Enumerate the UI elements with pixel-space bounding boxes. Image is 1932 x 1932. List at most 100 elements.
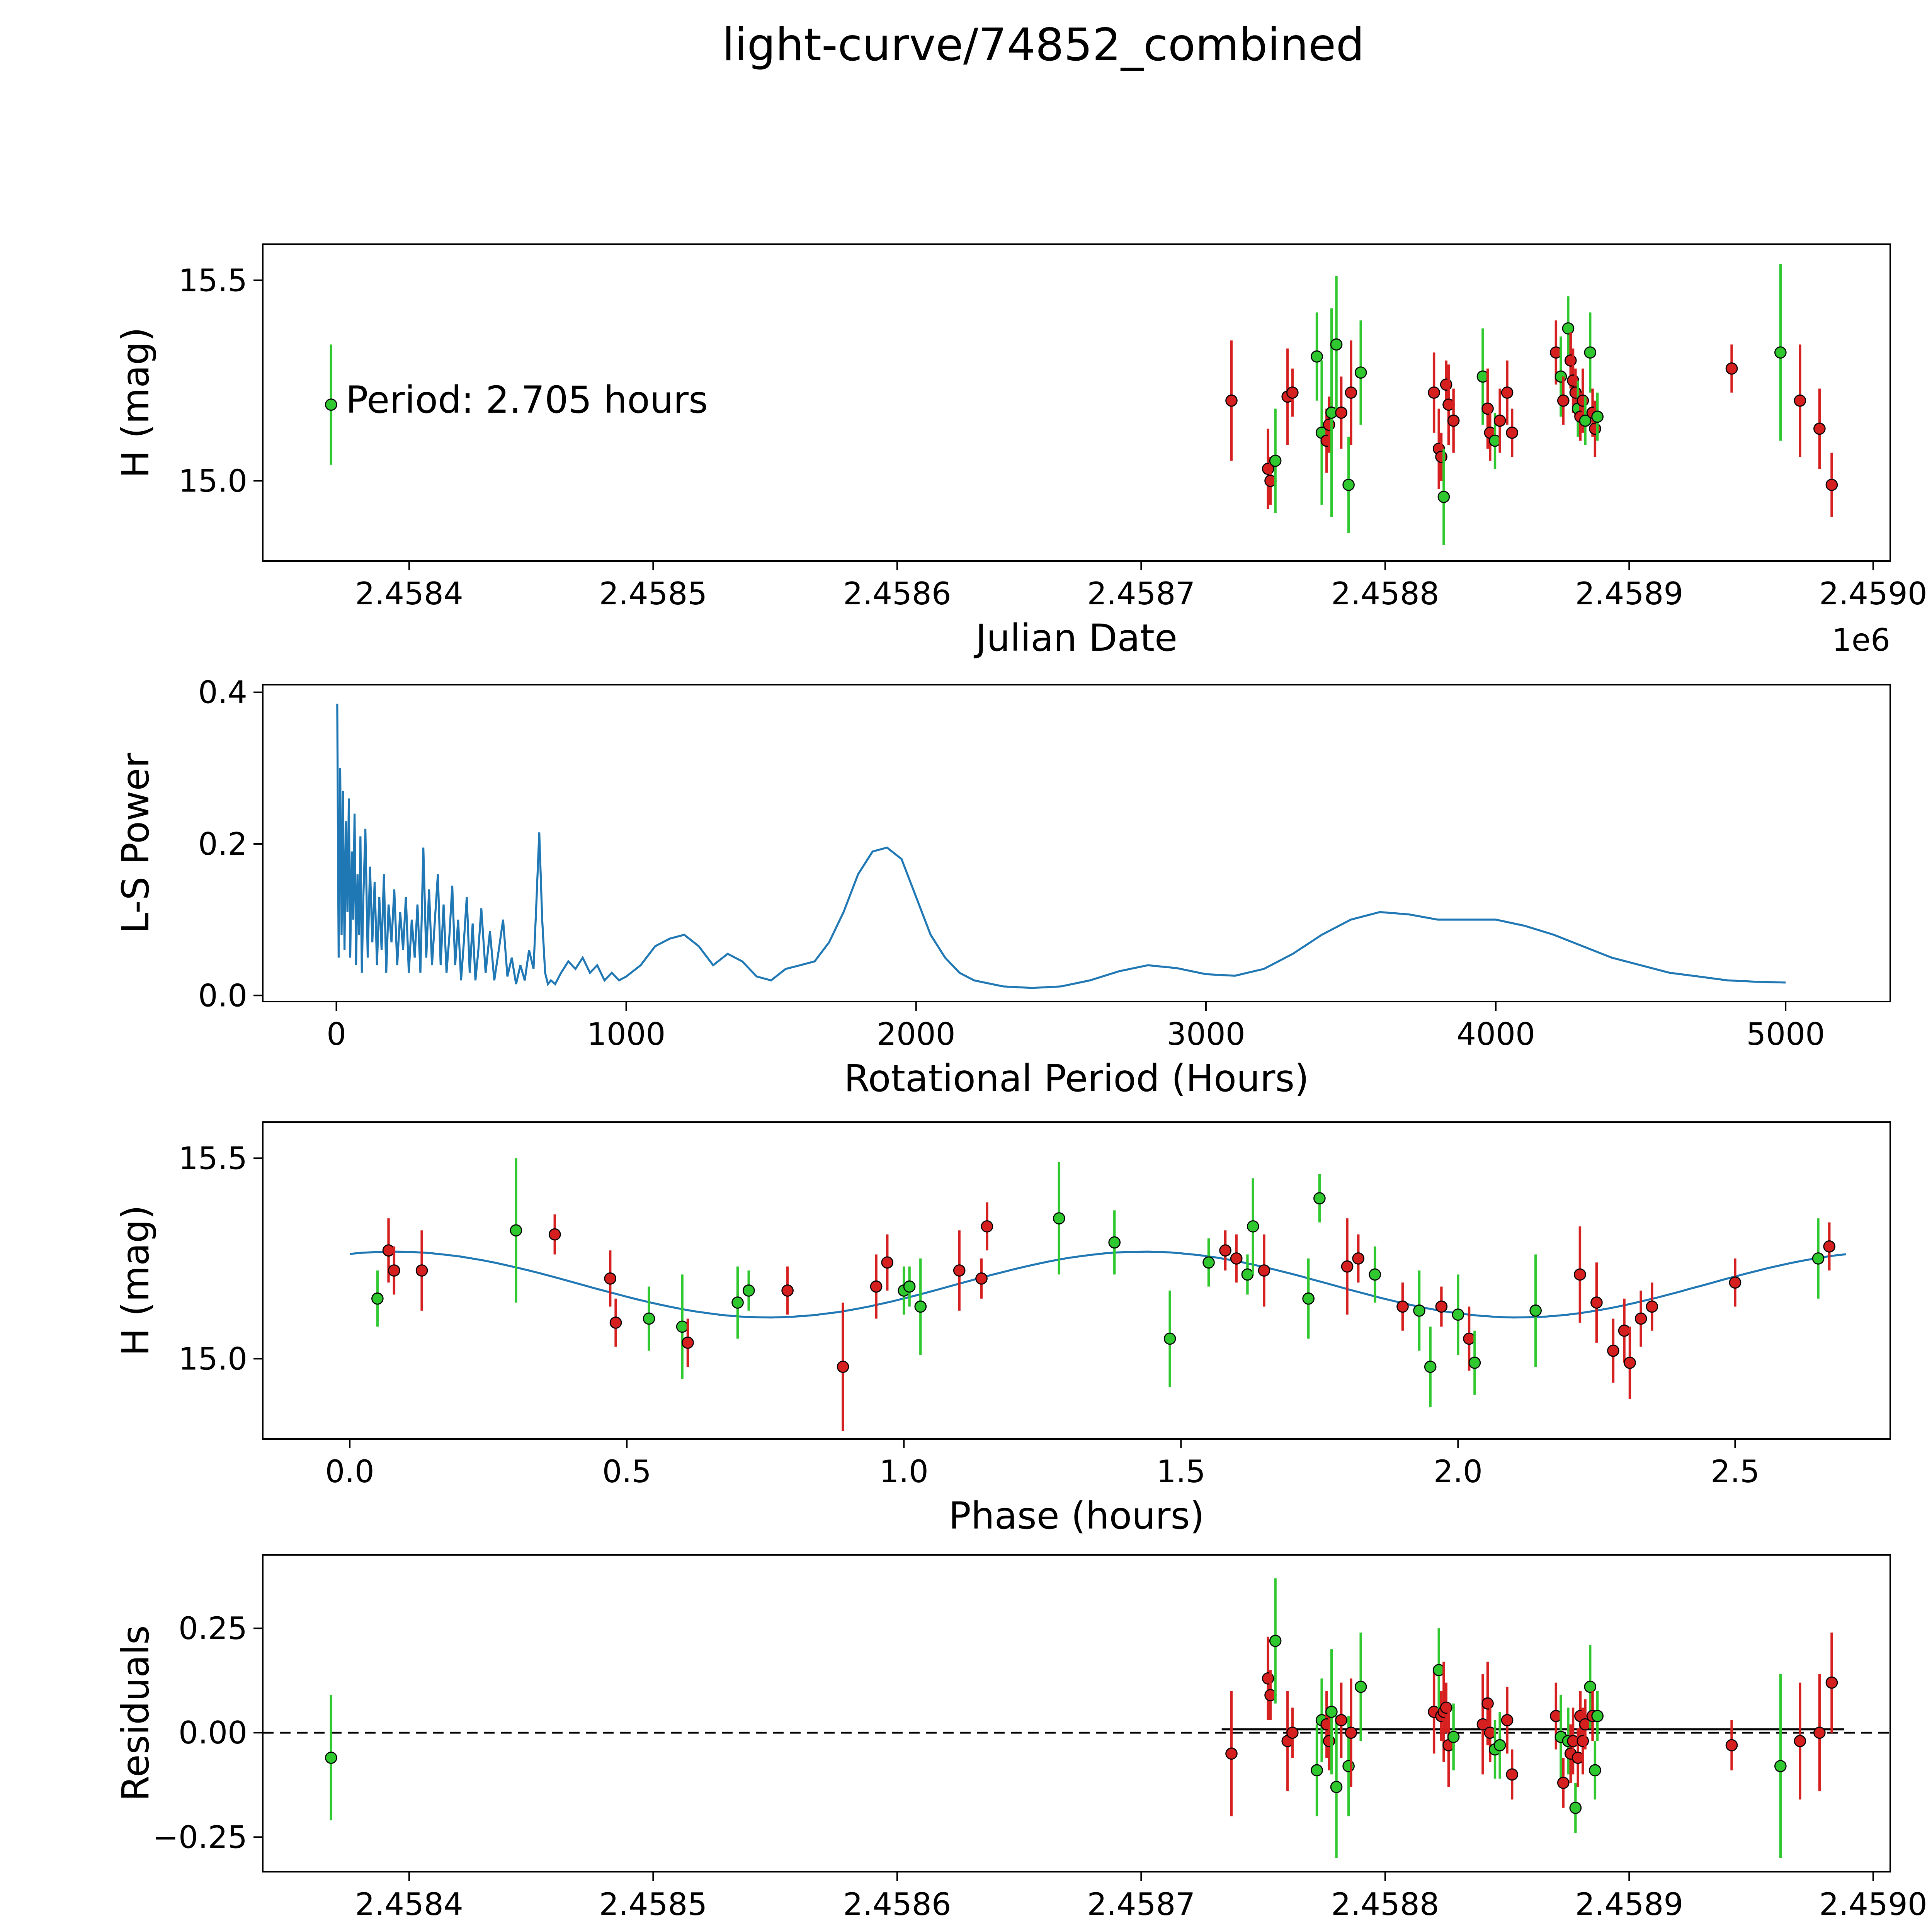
data-point: [914, 1300, 927, 1313]
data-point: [1447, 1731, 1460, 1743]
data-point: [1241, 1268, 1254, 1281]
data-point: [1286, 386, 1299, 399]
x-tick-label: 2000: [877, 1016, 956, 1052]
y-tick-label: 0.2: [198, 826, 247, 862]
data-point: [731, 1296, 744, 1309]
y-tick-label: 15.0: [179, 1341, 247, 1377]
data-point: [881, 1256, 894, 1269]
data-point: [548, 1228, 561, 1241]
y-axis-label: H (mag): [114, 327, 157, 478]
data-point: [1323, 418, 1335, 431]
x-axis-label: Julian Date: [974, 616, 1177, 660]
data-point: [325, 1752, 337, 1764]
data-point: [1506, 1768, 1518, 1781]
x-tick-label: 2.4584: [355, 1886, 463, 1922]
data-point: [1352, 1252, 1365, 1265]
data-point: [1342, 478, 1355, 491]
x-tick-label: 2.4585: [599, 1886, 707, 1922]
data-point: [1452, 1308, 1464, 1321]
data-point: [1354, 1680, 1367, 1693]
data-point: [325, 398, 337, 411]
data-point: [1342, 1760, 1355, 1772]
data-point: [643, 1312, 655, 1325]
data-point: [415, 1264, 428, 1277]
data-point: [1323, 1735, 1335, 1747]
data-point: [1589, 1764, 1601, 1777]
data-point: [1577, 395, 1589, 407]
data-point: [1335, 1714, 1347, 1726]
x-tick-label: 2.4589: [1575, 576, 1683, 612]
data-point: [676, 1320, 689, 1333]
data-point: [1225, 395, 1238, 407]
data-point: [1313, 1192, 1326, 1205]
data-point: [1646, 1300, 1658, 1313]
x-tick-label: 2.4585: [599, 576, 707, 612]
data-point: [1774, 346, 1787, 359]
x-tick-label: 2.0: [1434, 1454, 1483, 1490]
panel-jd-magnitude: 2.4584 2.4585 2.4586 2.4587 2.4588 2.4589 2.45…: [114, 243, 1927, 660]
data-point: [903, 1280, 916, 1293]
panel-periodogram: 0 1000 2000 3000 4000 5000 0.0 0.2 0.4 Rotational…: [114, 675, 1891, 1100]
x-tick-label: 1.5: [1156, 1454, 1206, 1490]
data-point: [1345, 1726, 1357, 1739]
panel-residuals: 2.4584 2.4585 2.4586 2.4587 2.4588 2.4589 2.45…: [114, 1554, 1927, 1932]
y-axis-label: H (mag): [114, 1205, 157, 1356]
x-axis-label: Julian Date: [974, 1927, 1177, 1932]
x-tick-label: 2.4587: [1087, 1886, 1195, 1922]
data-point: [1813, 1726, 1826, 1739]
data-point: [1577, 1735, 1589, 1747]
data-point: [1369, 1268, 1381, 1281]
data-point: [1163, 1332, 1176, 1345]
x-tick-label: 1.0: [879, 1454, 929, 1490]
data-point: [1424, 1361, 1437, 1373]
y-tick-label: −0.25: [153, 1819, 247, 1855]
data-point: [371, 1292, 384, 1305]
x-tick-label: 2.4590: [1819, 576, 1927, 612]
x-tick-label: 2.4588: [1331, 1886, 1439, 1922]
data-point: [1574, 1268, 1586, 1281]
data-point: [1823, 1240, 1836, 1253]
x-tick-label: 3000: [1167, 1016, 1245, 1052]
data-point: [682, 1337, 694, 1349]
data-point: [1230, 1252, 1243, 1265]
data-point: [1108, 1236, 1121, 1249]
x-tick-label: 2.4586: [843, 576, 951, 612]
data-point: [1481, 1697, 1494, 1710]
data-point: [1413, 1304, 1425, 1317]
y-tick-label: 15.5: [179, 262, 247, 298]
data-point: [604, 1272, 616, 1285]
data-point: [1554, 370, 1567, 383]
data-point: [1202, 1256, 1215, 1269]
data-point: [1591, 1710, 1604, 1722]
y-tick-label: 0.25: [179, 1611, 247, 1646]
data-point: [1564, 354, 1577, 367]
x-tick-label: 2.4589: [1575, 1886, 1683, 1922]
data-point: [953, 1264, 966, 1277]
periodogram-line: [336, 704, 1786, 989]
data-point: [1501, 1714, 1514, 1726]
y-tick-label: 0.4: [198, 675, 247, 711]
x-tick-label: 0.5: [602, 1454, 651, 1490]
y-axis-label: Residuals: [114, 1625, 157, 1801]
x-tick-label: 2.4584: [355, 576, 463, 612]
data-point: [1506, 427, 1518, 439]
data-point: [1624, 1356, 1636, 1369]
y-tick-label: 0.0: [198, 978, 247, 1014]
data-point: [1247, 1220, 1259, 1233]
data-point: [1562, 322, 1575, 335]
figure-title: light-curve/74852_combined: [722, 19, 1365, 71]
x-tick-label: 5000: [1746, 1016, 1825, 1052]
data-point: [837, 1361, 849, 1373]
data-point: [1579, 414, 1592, 427]
data-point: [1569, 1801, 1582, 1814]
data-point: [1330, 1781, 1343, 1793]
data-point: [1435, 451, 1447, 463]
x-tick-label: 2.4590: [1819, 1886, 1927, 1922]
x-tick-label: 4000: [1456, 1016, 1535, 1052]
data-point: [1437, 491, 1450, 503]
data-point: [1825, 1676, 1838, 1689]
data-point: [1053, 1212, 1065, 1225]
data-point: [981, 1220, 993, 1233]
